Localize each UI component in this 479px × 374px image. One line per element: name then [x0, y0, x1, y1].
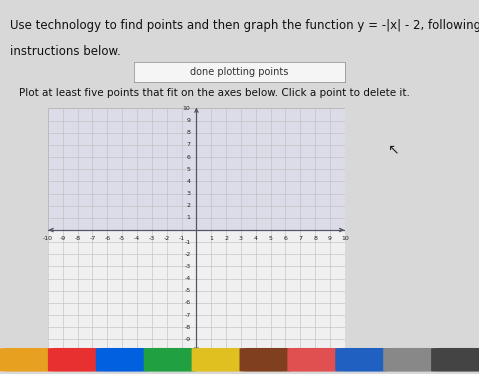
Text: done plotting points: done plotting points: [190, 67, 289, 77]
Text: 7: 7: [186, 142, 191, 147]
FancyBboxPatch shape: [48, 348, 101, 372]
Text: 3: 3: [186, 191, 191, 196]
Text: 7: 7: [298, 236, 302, 241]
Text: -3: -3: [148, 236, 155, 241]
Text: -4: -4: [184, 276, 191, 281]
Text: -5: -5: [184, 288, 191, 293]
FancyBboxPatch shape: [240, 348, 292, 372]
Text: ↖: ↖: [387, 142, 399, 157]
Text: -2: -2: [184, 252, 191, 257]
Text: -1: -1: [184, 240, 191, 245]
FancyBboxPatch shape: [192, 348, 244, 372]
Text: -1: -1: [179, 236, 184, 241]
Text: 10: 10: [182, 106, 191, 111]
Text: -9: -9: [184, 337, 191, 342]
Text: 4: 4: [186, 179, 191, 184]
FancyBboxPatch shape: [48, 108, 345, 230]
FancyBboxPatch shape: [431, 348, 479, 372]
Text: -2: -2: [163, 236, 170, 241]
Text: 6: 6: [284, 236, 287, 241]
FancyBboxPatch shape: [96, 348, 148, 372]
Text: -10: -10: [43, 236, 53, 241]
FancyBboxPatch shape: [287, 348, 340, 372]
Text: instructions below.: instructions below.: [10, 45, 120, 58]
Text: -8: -8: [75, 236, 80, 241]
Text: -9: -9: [59, 236, 66, 241]
Text: 2: 2: [186, 203, 191, 208]
Text: 5: 5: [187, 167, 191, 172]
Text: 5: 5: [269, 236, 273, 241]
FancyBboxPatch shape: [335, 348, 388, 372]
Text: -8: -8: [184, 325, 191, 330]
Text: 4: 4: [254, 236, 258, 241]
Text: 9: 9: [328, 236, 332, 241]
Text: -7: -7: [184, 313, 191, 318]
Text: -5: -5: [119, 236, 125, 241]
Text: Use technology to find points and then graph the function y = -|x| - 2, followin: Use technology to find points and then g…: [10, 19, 479, 32]
Text: -6: -6: [104, 236, 110, 241]
Text: -4: -4: [134, 236, 140, 241]
Text: 9: 9: [186, 118, 191, 123]
Text: -3: -3: [184, 264, 191, 269]
FancyBboxPatch shape: [144, 348, 196, 372]
FancyBboxPatch shape: [0, 348, 53, 372]
Text: 8: 8: [313, 236, 317, 241]
Text: 6: 6: [187, 154, 191, 160]
FancyBboxPatch shape: [383, 348, 436, 372]
Text: 1: 1: [209, 236, 213, 241]
Text: -10: -10: [181, 349, 191, 354]
Text: -6: -6: [184, 300, 191, 306]
Text: -7: -7: [89, 236, 96, 241]
Text: 3: 3: [239, 236, 243, 241]
Text: Plot at least five points that fit on the axes below. Click a point to delete it: Plot at least five points that fit on th…: [19, 88, 410, 98]
Text: 2: 2: [224, 236, 228, 241]
Text: 1: 1: [187, 215, 191, 220]
Text: 8: 8: [187, 130, 191, 135]
Text: 10: 10: [341, 236, 349, 241]
